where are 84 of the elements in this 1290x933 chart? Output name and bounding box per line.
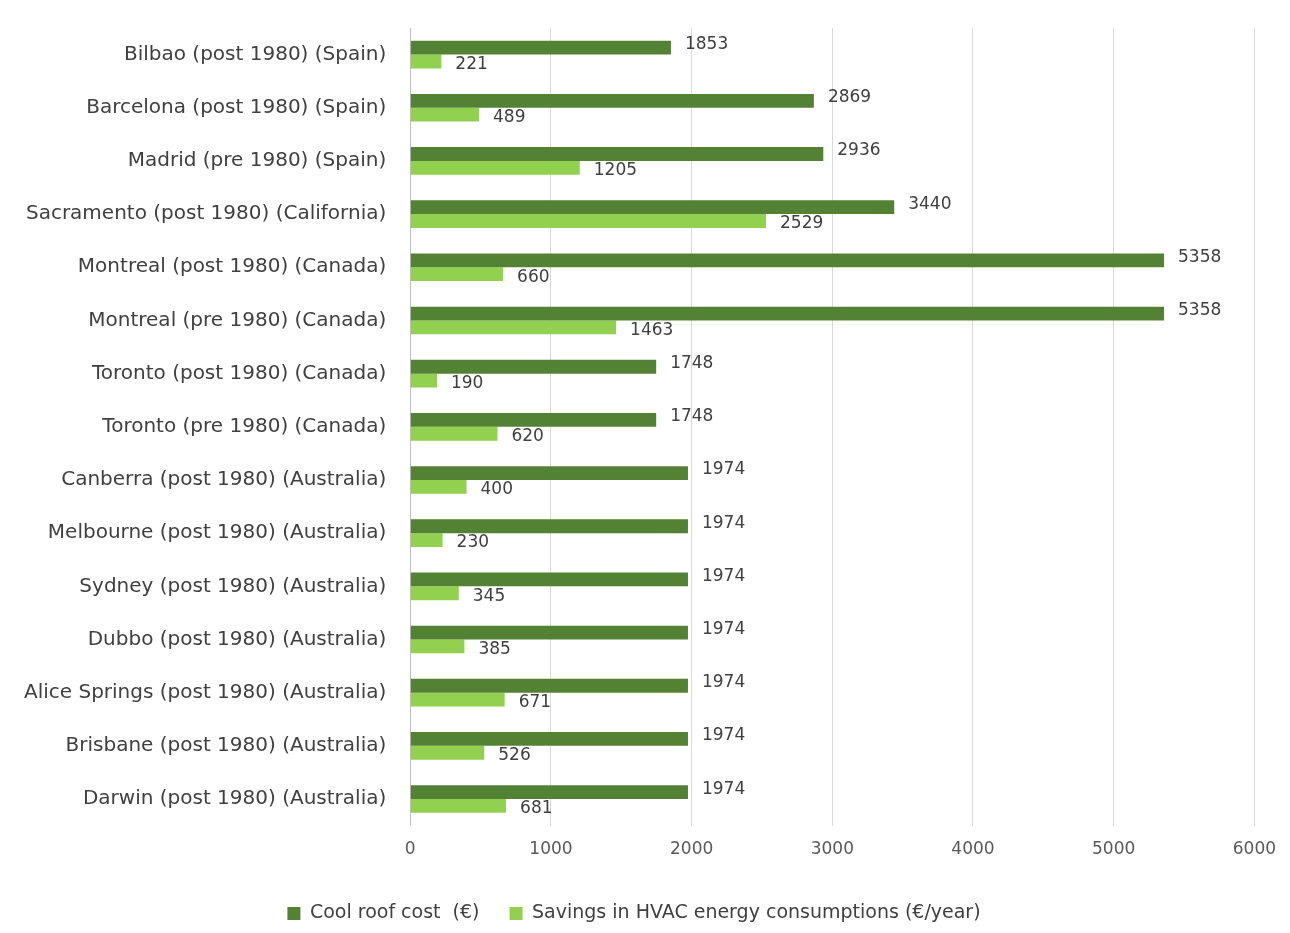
bar	[410, 320, 617, 335]
bar	[410, 253, 1165, 268]
bar	[410, 359, 657, 374]
data-label: 400	[480, 478, 513, 499]
bar	[410, 54, 442, 69]
bar	[410, 519, 688, 534]
legend-label: Cool roof cost (€)	[309, 900, 480, 923]
data-label: 1853	[684, 33, 729, 54]
bar	[410, 678, 688, 693]
data-label: 2869	[827, 86, 872, 107]
data-label: 3440	[908, 192, 952, 213]
bar	[410, 426, 498, 441]
bar	[410, 147, 824, 161]
bar	[410, 692, 505, 707]
y-tick-label: Canberra (post 1980) (Australia)	[61, 466, 387, 491]
bar	[410, 107, 480, 122]
y-tick-label: Madrid (pre 1980) (Spain)	[127, 147, 387, 172]
y-tick-label: Toronto (pre 1980) (Canada)	[101, 413, 387, 437]
data-label: 2936	[837, 139, 881, 160]
bar	[410, 785, 688, 800]
bar	[410, 306, 1165, 321]
data-label: 345	[472, 584, 506, 605]
bar	[410, 625, 688, 640]
y-tick-label: Bilbao (post 1980) (Spain)	[123, 40, 387, 65]
data-label: 385	[478, 637, 511, 658]
data-label: 489	[493, 106, 526, 127]
data-label: 671	[518, 691, 552, 711]
x-tick-label: 5000	[1092, 838, 1136, 859]
x-tick-label: 4000	[951, 838, 995, 859]
y-tick-label: Sacramento (post 1980) (California)	[25, 200, 387, 225]
data-label: 221	[455, 52, 488, 73]
x-tick-label: 1000	[529, 838, 573, 859]
y-tick-label: Barcelona (post 1980) (Spain)	[86, 93, 387, 118]
data-label: 681	[520, 797, 553, 818]
bar	[410, 412, 657, 427]
bar	[410, 639, 465, 654]
bar	[410, 479, 467, 494]
data-label: 1748	[670, 405, 714, 426]
data-label: 5358	[1178, 298, 1222, 319]
bar	[410, 572, 688, 587]
data-label: 620	[511, 425, 544, 446]
y-tick-label: Darwin (post 1980) (Australia)	[82, 785, 387, 810]
data-label: 190	[450, 371, 484, 392]
data-label: 1974	[701, 724, 746, 745]
data-label: 230	[456, 531, 490, 552]
data-label: 1205	[593, 159, 638, 180]
data-label: 1974	[701, 511, 746, 532]
data-label: 1974	[701, 458, 746, 479]
bar	[410, 200, 895, 215]
y-tick-label: Melbourne (post 1980) (Australia)	[47, 519, 387, 544]
bar	[410, 373, 437, 388]
x-tick-label: 6000	[1232, 838, 1276, 859]
y-tick-label: Brisbane (post 1980) (Australia)	[65, 732, 387, 757]
y-tick-label: Alice Springs (post 1980) (Australia)	[23, 678, 387, 703]
data-label: 2529	[780, 212, 824, 233]
bar	[410, 267, 504, 282]
bar	[410, 533, 443, 547]
x-tick-label: 2000	[669, 838, 714, 859]
bar	[410, 799, 507, 813]
data-label: 1974	[701, 671, 746, 692]
data-label: 526	[498, 744, 531, 765]
y-tick-label: Montreal (post 1980) (Canada)	[77, 253, 387, 278]
bar	[410, 732, 688, 746]
x-tick-label: 3000	[810, 838, 854, 859]
bar	[410, 214, 767, 228]
data-label: 1974	[701, 618, 746, 638]
data-label: 660	[517, 265, 550, 286]
data-label: 1748	[670, 352, 714, 373]
bar	[410, 40, 671, 55]
legend-label: Savings in HVAC energy consumptions (€/year)	[532, 900, 981, 923]
data-label: 1463	[630, 318, 674, 339]
bar	[410, 160, 580, 175]
data-label: 1974	[701, 564, 746, 585]
y-tick-label: Montreal (pre 1980) (Canada)	[88, 306, 387, 331]
data-label: 5358	[1178, 245, 1222, 266]
y-tick-label: Toronto (post 1980) (Canada)	[90, 359, 387, 384]
y-tick-label: Dubbo (post 1980) (Australia)	[87, 625, 387, 650]
bar	[410, 586, 459, 601]
bar	[410, 93, 814, 108]
y-tick-label: Sydney (post 1980) (Australia)	[79, 572, 387, 597]
bar	[410, 745, 485, 760]
x-tick-label: 0	[404, 838, 416, 859]
bar	[410, 466, 688, 480]
data-label: 1974	[701, 777, 746, 798]
